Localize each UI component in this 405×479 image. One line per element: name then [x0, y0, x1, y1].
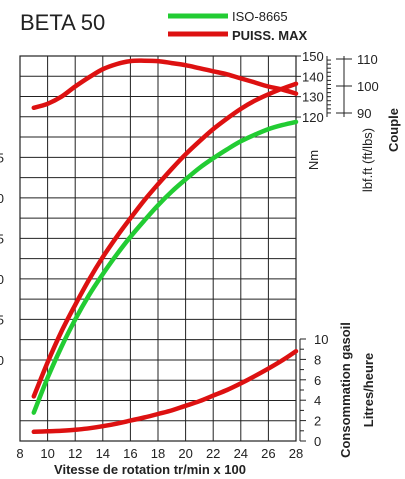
consumption-axis-label-1: Consommation gasoil [338, 322, 353, 458]
consumption-tick-label: 6 [314, 373, 321, 388]
consumption-axis: 0 2 4 6 8 10 [299, 332, 328, 449]
power-tick-label: 5 [0, 232, 4, 247]
x-axis: 8 10 12 14 16 18 20 22 24 26 28 [16, 446, 303, 461]
consumption-tick-label: 4 [314, 393, 321, 408]
chart-title: BETA 50 [20, 10, 105, 35]
x-tick-label: 28 [289, 446, 303, 461]
power-tick-label: 5 [0, 151, 4, 166]
series-line-power-puiss-max [31, 81, 299, 399]
x-tick-label: 26 [261, 446, 275, 461]
consumption-tick-label: 8 [314, 352, 321, 367]
torque-lbft-axis: 110 100 90 [336, 52, 379, 121]
series-line-power-iso-8665 [31, 119, 299, 415]
x-tick-label: 12 [68, 446, 82, 461]
consumption-tick-label: 10 [314, 332, 328, 347]
consumption-tick-label: 0 [314, 434, 321, 449]
legend-label-puiss: PUISS. MAX [232, 28, 307, 43]
x-axis-label: Vitesse de rotation tr/min x 100 [54, 462, 246, 477]
series-line-torque-puiss-max [31, 58, 299, 111]
couple-axis-label: Couple [386, 108, 401, 152]
x-tick-label: 20 [178, 446, 192, 461]
nm-tick-label: 120 [302, 110, 324, 125]
lbft-tick-label: 90 [357, 106, 371, 121]
series-layer [31, 58, 299, 435]
x-tick-label: 10 [40, 446, 54, 461]
power-tick-label: 0 [0, 272, 4, 287]
lbft-axis-label: lbf.ft (ft/lbs) [360, 128, 375, 192]
x-tick-label: 14 [96, 446, 110, 461]
consumption-tick-label: 2 [314, 414, 321, 429]
x-tick-label: 8 [16, 446, 23, 461]
legend-label-iso: ISO-8665 [232, 9, 288, 24]
nm-axis-label: Nm [306, 150, 321, 170]
lbft-tick-label: 100 [357, 79, 379, 94]
legend: ISO-8665 PUISS. MAX [168, 9, 307, 43]
power-tick-label: 0 [0, 353, 4, 368]
consumption-axis-label-2: Litres/heure [361, 353, 376, 427]
power-tick-label: 0 [0, 191, 4, 206]
nm-tick-label: 130 [302, 90, 324, 105]
x-tick-label: 16 [123, 446, 137, 461]
plot-grid [20, 56, 296, 441]
power-tick-label: 5 [0, 313, 4, 328]
series-line-consumption-puiss-max [31, 348, 299, 435]
x-tick-label: 18 [151, 446, 165, 461]
lbft-tick-label: 110 [357, 52, 378, 67]
x-tick-label: 22 [206, 446, 220, 461]
nm-tick-label: 140 [302, 69, 324, 84]
power-axis: 0 5 0 5 0 5 [0, 151, 4, 369]
torque-nm-axis: 120 130 140 150 [296, 49, 331, 125]
x-tick-label: 24 [234, 446, 248, 461]
nm-tick-label: 150 [302, 49, 324, 64]
